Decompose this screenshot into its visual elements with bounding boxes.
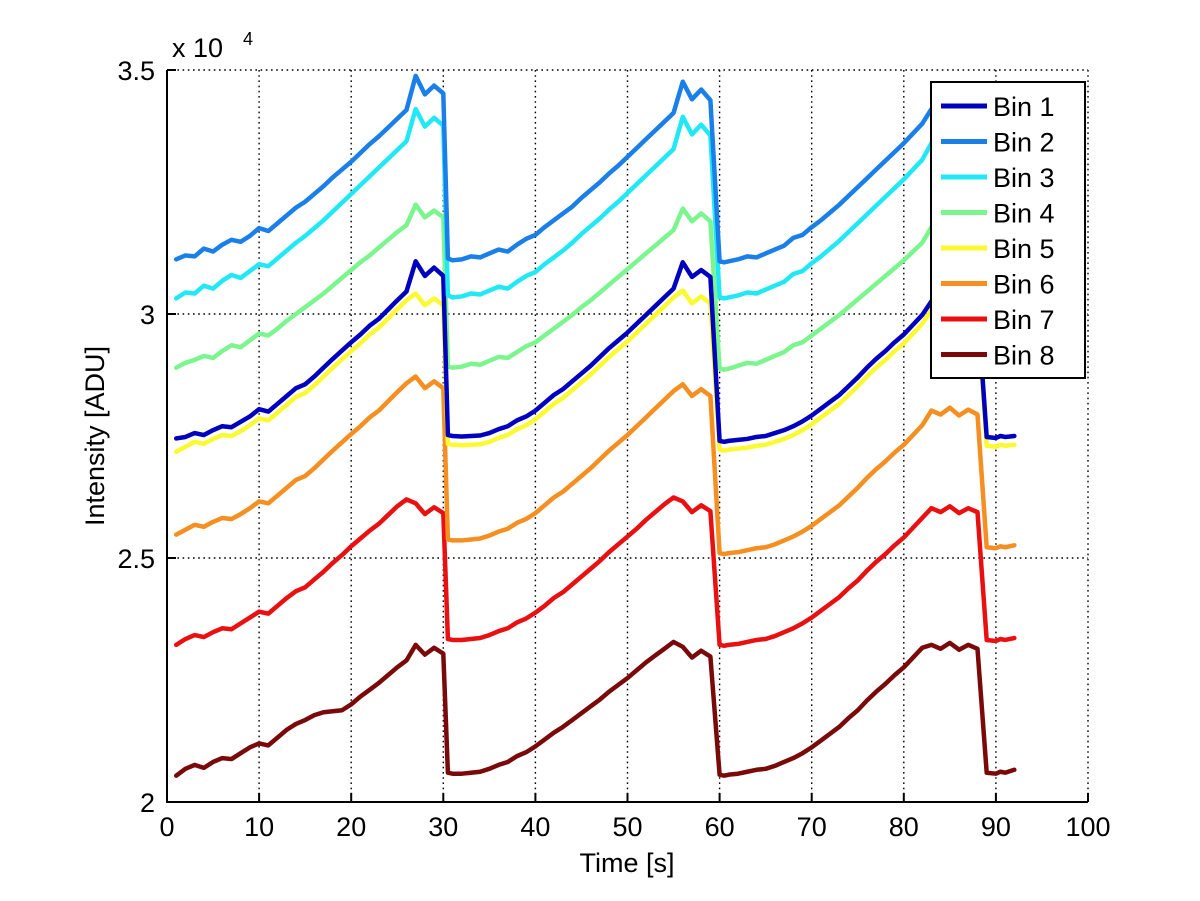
y-tick-label: 3.5 — [117, 56, 155, 86]
y-axis-title: Intensity [ADU] — [80, 346, 110, 526]
legend-label-bin-6: Bin 6 — [993, 270, 1055, 300]
legend-label-bin-4: Bin 4 — [993, 199, 1055, 229]
x-tick-label: 10 — [244, 812, 274, 842]
x-tick-label: 70 — [797, 812, 827, 842]
y-axis-exponent-base: x 10 — [172, 33, 223, 63]
x-tick-label: 90 — [981, 812, 1011, 842]
x-tick-label: 50 — [612, 812, 642, 842]
x-tick-label: 0 — [159, 812, 174, 842]
legend[interactable]: Bin 1 Bin 2 Bin 3 Bin 4 Bin 5 Bin 6 Bin 7 Bin 8 — [930, 81, 1086, 379]
tick-marks — [166, 69, 1089, 803]
x-tick-label: 100 — [1065, 812, 1110, 842]
y-tick-label: 2 — [140, 788, 155, 818]
series-line-bin-5 — [173, 288, 1017, 454]
series-line-bin-8 — [173, 639, 1017, 778]
x-axis-title: Time [s] — [579, 848, 674, 878]
x-tick-label: 30 — [428, 812, 458, 842]
series-line-bin-4 — [173, 202, 1017, 373]
x-tick-label: 20 — [336, 812, 366, 842]
y-tick-label: 3 — [140, 300, 155, 330]
y-tick-label: 2.5 — [117, 544, 155, 574]
x-tick-label: 40 — [520, 812, 550, 842]
legend-label-bin-3: Bin 3 — [993, 163, 1055, 193]
legend-box — [930, 81, 1086, 379]
series-line-bin-2 — [173, 73, 1017, 267]
legend-label-bin-8: Bin 8 — [993, 341, 1055, 371]
series-line-bin-1 — [173, 259, 1017, 445]
tick-labels: 0 10 20 30 40 50 60 70 80 90 100 2 2.5 3 3.5 — [117, 56, 1110, 842]
legend-label-bin-2: Bin 2 — [993, 128, 1055, 158]
legend-label-bin-5: Bin 5 — [993, 234, 1055, 264]
x-tick-label: 80 — [889, 812, 919, 842]
data-series-group — [173, 73, 1017, 778]
series-line-bin-3 — [173, 106, 1017, 302]
series-line-bin-6 — [173, 374, 1017, 557]
legend-label-bin-1: Bin 1 — [993, 92, 1055, 122]
x-tick-label: 60 — [705, 812, 735, 842]
series-line-bin-7 — [173, 495, 1017, 649]
legend-label-bin-7: Bin 7 — [993, 305, 1055, 335]
y-axis-exponent-power: 4 — [243, 29, 253, 49]
